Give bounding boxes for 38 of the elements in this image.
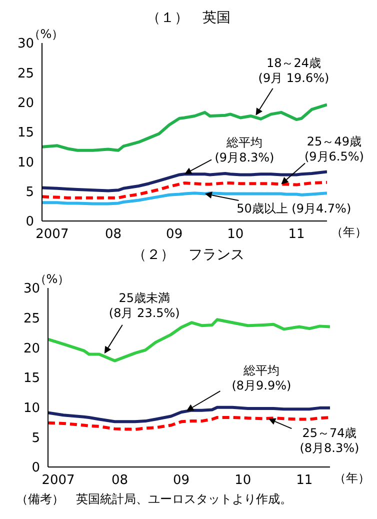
y-tick-label: 25	[23, 311, 40, 326]
x-axis-title: （年）	[331, 225, 367, 239]
annotation: 総平均 (9月8.3%)	[214, 136, 274, 165]
x-tick-label: 09	[173, 473, 190, 488]
annotation: 25歳未満 (8月 23.5%)	[108, 291, 180, 320]
y-tick-label: 20	[23, 341, 40, 356]
x-tick-label: 2007	[36, 227, 69, 242]
x-tick-label: 11	[288, 227, 305, 242]
text: （備考） 英国統計局、ユーロスタットより作成。	[15, 491, 293, 508]
chart-title: （１） 英国	[146, 9, 232, 28]
annotation: 25～49歳 (9月6.5%)	[304, 134, 364, 164]
y-tick-label: 10	[17, 155, 34, 170]
annotation: 18～24歳 (9月 19.6%)	[258, 56, 330, 85]
y-tick-label: 10	[23, 400, 40, 416]
x-tick-label: 10	[227, 227, 244, 242]
y-tick-label: 15	[17, 126, 34, 141]
chart-title: （２） フランス	[132, 246, 246, 265]
y-tick-label: 5	[32, 430, 40, 446]
y-tick-label: 30	[23, 282, 40, 297]
y-tick-label: 0	[32, 460, 40, 476]
x-tick-label: 2007	[42, 473, 75, 488]
annotation: 総平均 (8月9.9%)	[232, 363, 292, 392]
x-tick-label: 08	[112, 473, 128, 488]
y-tick-label: 30	[17, 36, 34, 52]
x-tick-label: 11	[296, 473, 313, 488]
y-tick-label: 15	[23, 371, 40, 386]
y-tick-label: 0	[26, 214, 34, 230]
line-series	[48, 318, 330, 362]
x-tick-label: 10	[234, 473, 252, 488]
y-tick-label: 25	[17, 66, 34, 82]
y-tick-label: 5	[26, 184, 34, 200]
annotation: 50歳以上 (9月4.7%)	[236, 202, 352, 216]
annotation: 25～74歳 (8月8.3%)	[300, 426, 360, 456]
x-tick-label: 09	[166, 227, 183, 242]
x-axis-title: （年）	[334, 471, 370, 485]
line-series	[48, 406, 330, 424]
y-tick-label: 20	[17, 96, 34, 111]
x-tick-label: 08	[104, 227, 122, 242]
